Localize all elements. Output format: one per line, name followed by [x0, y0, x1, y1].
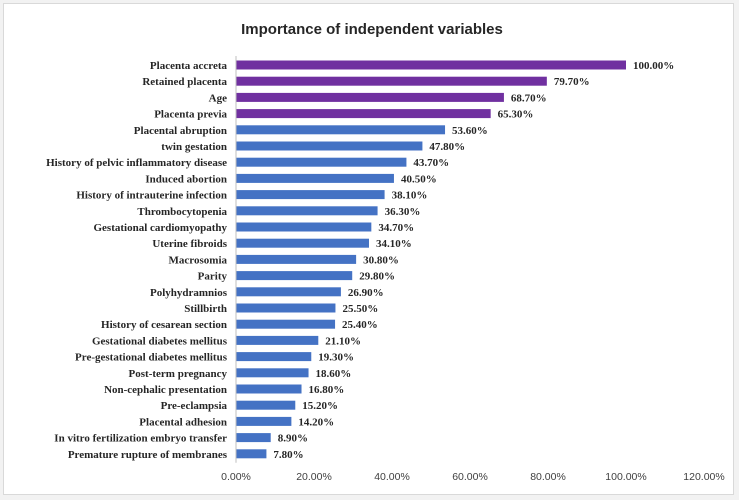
bar: [236, 254, 357, 264]
x-tick-label: 80.00%: [530, 471, 566, 483]
category-label: Pre-eclampsia: [161, 400, 228, 412]
value-label: 47.80%: [429, 141, 465, 153]
category-label: Stillbirth: [184, 303, 227, 315]
bars-layer: Placenta accreta 100.00% Retained placenta…: [46, 60, 674, 461]
bar: [236, 449, 267, 459]
value-label: 29.80%: [359, 271, 395, 283]
category-label: Pre-gestational diabetes mellitus: [75, 352, 228, 364]
bar: [236, 76, 547, 86]
x-tick-label: 100.00%: [605, 471, 646, 483]
chart-frame: Importance of independent variables Plac…: [3, 3, 734, 495]
bar: [236, 271, 353, 281]
value-label: 36.30%: [385, 206, 421, 218]
category-label: History of cesarean section: [101, 319, 227, 331]
category-label: History of intrauterine infection: [76, 190, 227, 202]
bar: [236, 400, 296, 410]
category-label: Placenta previa: [154, 109, 227, 121]
value-label: 19.30%: [318, 352, 354, 364]
chart-title: Importance of independent variables: [241, 21, 503, 38]
value-label: 26.90%: [348, 287, 384, 299]
bar: [236, 416, 292, 426]
category-label: Post-term pregnancy: [129, 368, 228, 380]
value-label: 34.70%: [378, 222, 414, 234]
bar: [236, 206, 378, 216]
bar: [236, 222, 372, 232]
value-label: 79.70%: [554, 76, 590, 88]
bar: [236, 384, 302, 394]
bar: [236, 92, 504, 102]
bar: [236, 141, 423, 151]
x-tick-label: 20.00%: [296, 471, 332, 483]
category-label: In vitro fertilization embryo transfer: [54, 433, 227, 445]
value-label: 30.80%: [363, 254, 399, 266]
bar: [236, 125, 446, 135]
category-label: Non-cephalic presentation: [104, 384, 227, 396]
bar: [236, 157, 407, 167]
value-label: 25.50%: [342, 303, 378, 315]
value-label: 18.60%: [316, 368, 352, 380]
bar: [236, 190, 385, 200]
value-label: 65.30%: [498, 109, 534, 121]
bar: [236, 433, 271, 443]
x-tick-label: 0.00%: [221, 471, 251, 483]
category-label: Placenta accreta: [150, 60, 228, 72]
bar: [236, 303, 336, 313]
category-label: Thrombocytopenia: [137, 206, 227, 218]
category-label: Polyhydramnios: [150, 287, 228, 299]
value-label: 15.20%: [302, 400, 338, 412]
category-label: Placental abruption: [134, 125, 227, 137]
category-label: History of pelvic inflammatory disease: [46, 157, 227, 169]
value-label: 38.10%: [392, 190, 428, 202]
value-label: 53.60%: [452, 125, 488, 137]
category-label: Retained placenta: [142, 76, 227, 88]
bar: [236, 173, 394, 183]
value-label: 16.80%: [309, 384, 345, 396]
bar: [236, 238, 369, 248]
bar: [236, 352, 312, 362]
category-label: twin gestation: [161, 141, 227, 153]
x-tick-label: 60.00%: [452, 471, 488, 483]
category-label: Premature rupture of membranes: [68, 449, 228, 461]
x-tick-label: 40.00%: [374, 471, 410, 483]
category-label: Placental adhesion: [139, 416, 227, 428]
value-label: 25.40%: [342, 319, 378, 331]
category-label: Uterine fibroids: [152, 238, 227, 250]
bar: [236, 319, 336, 329]
value-label: 21.10%: [325, 335, 361, 347]
value-label: 34.10%: [376, 238, 412, 250]
category-label: Age: [209, 92, 227, 104]
x-axis: 0.00% 20.00% 40.00% 60.00% 80.00% 100.00% 120.…: [221, 56, 725, 483]
category-label: Parity: [198, 271, 228, 283]
category-label: Induced abortion: [145, 173, 227, 185]
value-label: 100.00%: [633, 60, 674, 72]
category-label: Gestational diabetes mellitus: [92, 335, 228, 347]
bar: [236, 109, 491, 119]
bar-chart: Importance of independent variables Plac…: [46, 21, 725, 483]
bar: [236, 335, 319, 345]
value-label: 40.50%: [401, 173, 437, 185]
bar: [236, 60, 626, 70]
bar: [236, 287, 341, 297]
bar: [236, 368, 309, 378]
value-label: 43.70%: [413, 157, 449, 169]
value-label: 7.80%: [273, 449, 303, 461]
value-label: 68.70%: [511, 92, 547, 104]
value-label: 8.90%: [278, 433, 308, 445]
x-tick-label: 120.00%: [683, 471, 724, 483]
value-label: 14.20%: [298, 416, 334, 428]
category-label: Macrosomia: [169, 254, 228, 266]
category-label: Gestational cardiomyopathy: [93, 222, 227, 234]
